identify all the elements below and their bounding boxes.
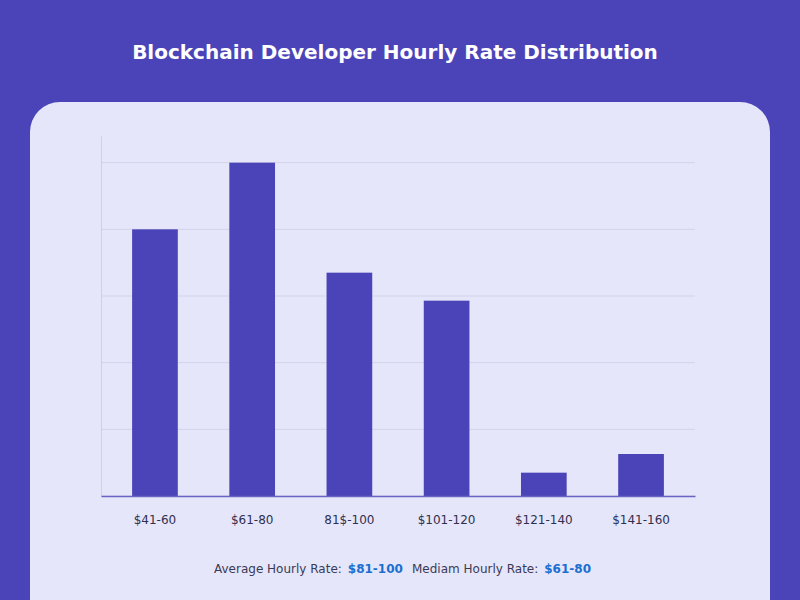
grid-line bbox=[101, 362, 695, 363]
bar bbox=[521, 473, 567, 496]
annotation-label: Mediam Hourly Rate: bbox=[412, 562, 538, 576]
x-tick-label: $121-140 bbox=[515, 513, 573, 527]
grid bbox=[101, 163, 695, 496]
bars bbox=[132, 163, 664, 496]
annotation: Average Hourly Rate: $81-100 bbox=[214, 562, 403, 576]
x-tick: 81$-100 bbox=[324, 496, 374, 527]
y-axis bbox=[101, 137, 103, 497]
x-axis-line bbox=[102, 496, 696, 498]
grid-line bbox=[101, 429, 695, 430]
x-tick: $141-160 bbox=[612, 496, 670, 527]
x-tick-label: 81$-100 bbox=[324, 513, 374, 527]
x-tick-label: $61-80 bbox=[231, 513, 274, 527]
annotation-value: $81-100 bbox=[348, 562, 403, 576]
x-tick: $61-80 bbox=[231, 496, 274, 527]
bar bbox=[424, 301, 470, 496]
panel bbox=[30, 102, 770, 600]
annotation-value: $61-80 bbox=[544, 562, 591, 576]
x-tick: $41-60 bbox=[134, 496, 177, 527]
x-tick-label: $141-160 bbox=[612, 513, 670, 527]
bar bbox=[229, 163, 275, 496]
x-tick: $121-140 bbox=[515, 496, 573, 527]
bar bbox=[327, 273, 373, 496]
x-tick: $101-120 bbox=[418, 496, 476, 527]
bar bbox=[618, 454, 664, 496]
grid-line bbox=[101, 496, 695, 497]
annotation-label: Average Hourly Rate: bbox=[214, 562, 342, 576]
grid-line bbox=[101, 229, 695, 230]
x-tick-label: $41-60 bbox=[134, 513, 177, 527]
annotation: Mediam Hourly Rate: $61-80 bbox=[412, 562, 591, 576]
grid-line bbox=[101, 162, 695, 163]
annotations: Average Hourly Rate: $81-100 Mediam Hourly… bbox=[214, 562, 591, 576]
bar bbox=[132, 229, 178, 496]
chart-svg: Blockchain Developer Hourly Rate Distrib… bbox=[0, 0, 800, 600]
grid-line bbox=[101, 296, 695, 297]
x-tick-label: $101-120 bbox=[418, 513, 476, 527]
y-axis-line bbox=[101, 137, 102, 497]
title: Blockchain Developer Hourly Rate Distrib… bbox=[132, 40, 658, 64]
x-axis: $41-60 $61-80 81$-100 $101-120 $121-140 $141-… bbox=[102, 496, 696, 527]
